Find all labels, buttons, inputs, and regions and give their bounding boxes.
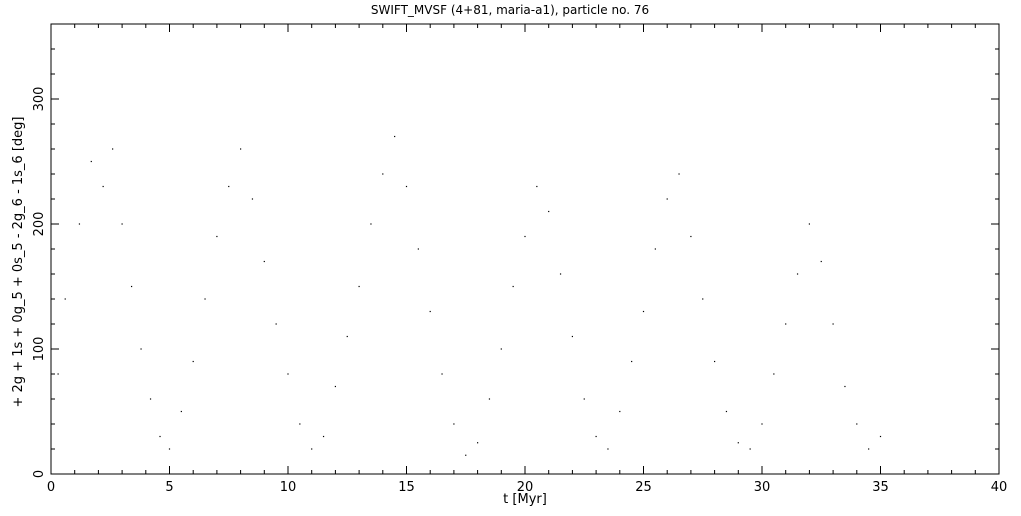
data-point <box>112 148 114 150</box>
x-axis-ticks: 0 5 10 15 20 25 30 35 40 <box>47 24 1007 495</box>
data-point <box>820 260 822 263</box>
data-point <box>64 298 66 300</box>
data-point <box>140 348 142 350</box>
data-point <box>216 235 218 238</box>
data-point <box>121 223 123 225</box>
data-point <box>773 373 775 375</box>
y-tick-label: 100 <box>32 337 47 362</box>
data-point <box>785 323 787 325</box>
data-point <box>678 173 680 175</box>
x-tick-label: 15 <box>398 480 415 495</box>
data-point <box>477 442 479 444</box>
x-tick-label: 40 <box>991 480 1008 495</box>
y-axis-ticks: 0 100 200 300 <box>32 23 999 478</box>
x-axis-label: t [Myr] <box>503 492 547 507</box>
y-axis-label: + 2g + 1s + 0g_5 + 0s_5 - 2g_6 - 1s_6 [d… <box>11 117 26 408</box>
data-point <box>429 310 431 313</box>
y-tick-label: 0 <box>32 470 47 478</box>
data-point <box>180 410 182 413</box>
data-point <box>607 448 609 450</box>
data-point <box>583 398 585 400</box>
data-point <box>299 423 301 425</box>
data-point <box>370 223 372 225</box>
data-point <box>334 385 336 388</box>
data-point <box>595 435 597 438</box>
plot-border <box>50 23 1000 475</box>
data-point <box>251 198 254 200</box>
data-point <box>796 273 799 275</box>
data-point <box>322 435 325 438</box>
x-tick-label: 30 <box>754 480 771 495</box>
data-point <box>488 398 491 400</box>
data-point <box>666 198 668 200</box>
data-point <box>130 285 133 288</box>
data-point <box>548 210 550 213</box>
data-point <box>394 135 396 138</box>
data-point <box>631 360 633 363</box>
data-point <box>879 435 882 438</box>
data-point <box>275 323 277 325</box>
data-point <box>263 260 265 263</box>
data-point <box>654 248 656 250</box>
data-point <box>441 373 443 375</box>
data-point <box>358 285 360 288</box>
x-tick-label: 25 <box>635 480 652 495</box>
data-point <box>512 285 514 288</box>
data-point <box>642 310 645 313</box>
data-point <box>524 235 526 238</box>
data-point <box>737 442 739 444</box>
data-point <box>149 398 152 400</box>
data-point <box>382 173 384 175</box>
x-tick-label: 20 <box>517 480 534 495</box>
data-point <box>832 323 834 325</box>
data-point <box>868 448 870 450</box>
data-point <box>192 360 194 363</box>
data-point <box>78 223 81 225</box>
data-point <box>725 410 728 413</box>
x-tick-label: 5 <box>165 480 173 495</box>
data-point <box>204 298 206 300</box>
data-point <box>453 423 455 425</box>
x-tick-label: 35 <box>872 480 889 495</box>
data-point <box>102 185 104 188</box>
data-point <box>808 223 810 225</box>
data-point <box>571 335 573 338</box>
data-point <box>749 448 751 450</box>
y-tick-label: 200 <box>32 212 47 237</box>
data-point <box>228 185 230 188</box>
data-point <box>761 423 763 425</box>
data-point <box>311 448 313 450</box>
plot-frame <box>50 23 1000 475</box>
data-point <box>417 248 419 250</box>
data-point <box>714 360 716 363</box>
data-point <box>287 373 289 375</box>
chart-title: SWIFT_MVSF (4+81, maria-a1), particle no… <box>371 3 649 17</box>
data-point <box>168 448 171 450</box>
data-point <box>702 298 704 300</box>
y-tick-label: 300 <box>32 87 47 112</box>
x-tick-label: 10 <box>280 480 297 495</box>
data-point <box>57 373 59 375</box>
data-point <box>159 435 161 438</box>
data-point <box>90 160 92 163</box>
data-point <box>405 185 408 188</box>
data-points <box>50 73 882 456</box>
data-point <box>346 335 348 338</box>
data-point <box>536 185 538 188</box>
data-point <box>465 454 467 456</box>
data-point <box>240 148 242 150</box>
data-point <box>559 273 562 275</box>
data-point <box>500 348 502 350</box>
x-tick-label: 0 <box>47 480 55 495</box>
data-point <box>619 410 621 413</box>
data-point <box>856 423 858 425</box>
data-point <box>844 385 846 388</box>
data-point <box>690 235 692 238</box>
